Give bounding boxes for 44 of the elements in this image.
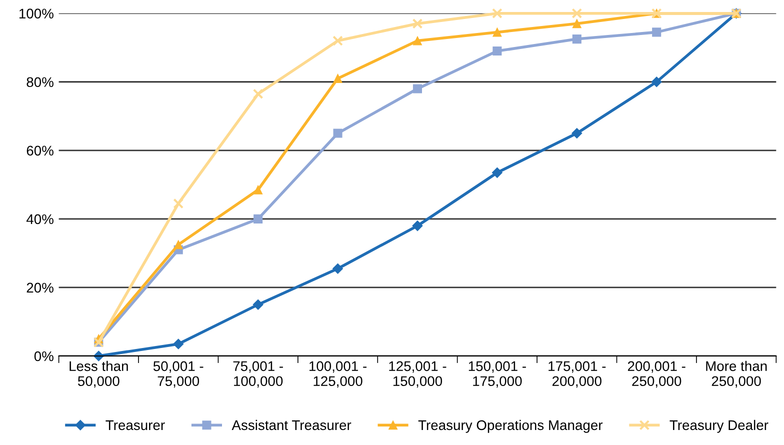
x-tick-label: 150,001 - 175,000 bbox=[468, 361, 526, 388]
point bbox=[412, 18, 423, 29]
point bbox=[572, 8, 582, 19]
point bbox=[572, 34, 582, 44]
point bbox=[492, 46, 502, 56]
y-tick-label: 60% bbox=[26, 146, 54, 156]
point bbox=[333, 128, 342, 138]
point bbox=[333, 74, 342, 83]
y-tick-label: 0% bbox=[34, 351, 54, 362]
point bbox=[412, 220, 423, 232]
point bbox=[254, 214, 263, 224]
point bbox=[572, 19, 582, 28]
point bbox=[651, 76, 662, 88]
point bbox=[412, 36, 422, 46]
point bbox=[174, 240, 183, 250]
y-tick-label: 20% bbox=[26, 282, 54, 293]
y-tick-label: 40% bbox=[26, 214, 54, 224]
x-tick-label: Less than 50,000 bbox=[70, 360, 128, 388]
x-tick-label: 75,001 - 100,000 bbox=[233, 361, 283, 388]
legend-label: Assistant Treasurer bbox=[232, 420, 352, 430]
point bbox=[492, 8, 502, 19]
y-tick-label: 100% bbox=[19, 8, 54, 19]
x-tick-label: More than 250,000 bbox=[706, 360, 767, 388]
x-tick-label: 175,001 - 200,000 bbox=[548, 361, 606, 388]
point bbox=[252, 299, 264, 310]
point bbox=[332, 263, 344, 274]
x-tick-label: 125,001 - 150,000 bbox=[389, 361, 446, 388]
point bbox=[173, 338, 184, 350]
legend-label: Treasury Dealer bbox=[670, 420, 768, 433]
x-tick-label: 100,001 - 125,000 bbox=[309, 361, 367, 388]
point bbox=[492, 167, 502, 178]
x-tick-label: 50,001 - 75,000 bbox=[153, 361, 204, 388]
legend-label: Treasurer bbox=[106, 420, 165, 430]
point bbox=[332, 36, 343, 46]
point bbox=[572, 128, 582, 139]
point bbox=[254, 185, 263, 194]
point bbox=[652, 28, 662, 37]
point bbox=[252, 88, 264, 100]
y-tick-label: 80% bbox=[26, 77, 54, 88]
point bbox=[492, 28, 502, 37]
point bbox=[173, 198, 184, 209]
point bbox=[412, 84, 422, 94]
x-tick-label: 200,001 - 250,000 bbox=[628, 361, 686, 388]
legend-label: Treasury Operations Manager bbox=[418, 420, 603, 433]
